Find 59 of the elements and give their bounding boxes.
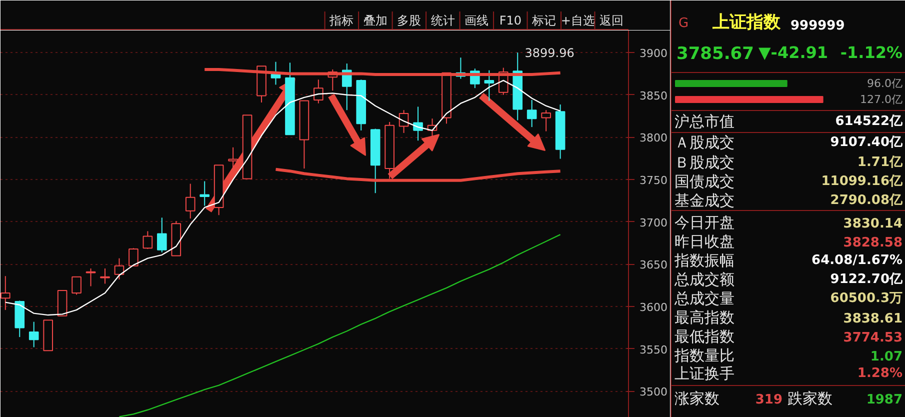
text: 9122.70亿 — [830, 272, 904, 287]
text: +自选 — [560, 14, 595, 28]
y-tick-label: 3750 — [640, 174, 668, 188]
text: 标记 — [531, 14, 556, 28]
text: G — [678, 16, 689, 31]
text: 统计 — [430, 14, 455, 28]
text: 跌家数 — [788, 390, 832, 408]
y-tick-label: 3600 — [640, 301, 668, 314]
text: 上证换手 — [674, 364, 734, 382]
text: 上证指数 — [712, 12, 782, 32]
text: 叠加 — [363, 14, 388, 28]
y-tick-label: 3700 — [640, 216, 668, 230]
text: 11099.16亿 — [821, 174, 904, 189]
text: 指数振幅 — [674, 252, 734, 270]
y-tick-label: 3900 — [640, 47, 668, 60]
text: 沪总市值 — [674, 112, 734, 130]
text: 3830.14 — [843, 216, 903, 232]
text: F10 — [499, 14, 522, 28]
text: 总成交量 — [674, 290, 734, 308]
text: Ｂ股成交 — [674, 154, 734, 172]
text: 319 — [755, 392, 783, 408]
text: 3774.53 — [843, 330, 903, 346]
text: 指标 — [328, 14, 354, 28]
text: 1.28% — [857, 366, 903, 381]
y-tick-label: 3650 — [640, 258, 668, 272]
text: 3785.67 — [676, 44, 754, 64]
y-tick-label: 3800 — [640, 132, 668, 145]
text: 1987 — [866, 392, 903, 408]
y-tick-label: 3850 — [640, 89, 668, 102]
data-label: 127.0亿 — [860, 93, 903, 106]
annotation: 3899.96 — [524, 46, 574, 60]
text: 64.08/1.67% — [812, 253, 902, 268]
text: 今日开盘 — [674, 214, 734, 232]
text: 指数量比 — [674, 346, 734, 364]
text: 涨家数 — [674, 390, 720, 408]
text: 1.07 — [870, 350, 903, 364]
text: Ａ股成交 — [674, 134, 734, 152]
text: 画线 — [464, 14, 489, 28]
text: 1.71亿 — [857, 155, 904, 170]
text: 3838.61 — [843, 312, 903, 326]
y-tick-label: 3500 — [640, 386, 668, 399]
text: 60500.3万 — [830, 291, 903, 306]
text: 基金成交 — [674, 192, 734, 210]
text: 2790.08亿 — [830, 193, 904, 208]
text: 999999 — [790, 18, 845, 34]
text: 总成交额 — [674, 270, 734, 288]
text: 3828.58 — [843, 236, 903, 250]
text: 最低指数 — [674, 328, 734, 346]
text: 9107.40亿 — [830, 135, 904, 150]
text: 614522亿 — [835, 114, 904, 129]
text: 多股 — [397, 14, 422, 28]
y-tick-label: 3550 — [640, 343, 668, 356]
text: 返回 — [600, 14, 624, 28]
data-label: 96.0亿 — [867, 77, 903, 90]
text: -1.12% — [840, 43, 903, 62]
text: 最高指数 — [674, 308, 734, 326]
text: 国债成交 — [674, 172, 734, 190]
text: ▼-42.91 — [758, 43, 828, 62]
text: 昨日收盘 — [674, 232, 734, 250]
